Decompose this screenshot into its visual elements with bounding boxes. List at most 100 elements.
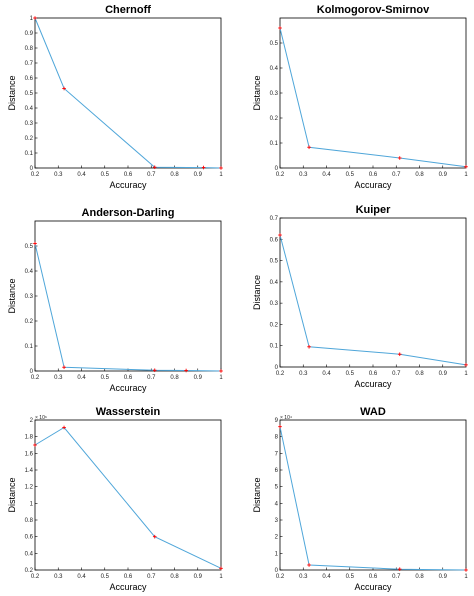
subplot-4: Kuiper 0.2 0.3 0.4 0.5 0.6 0.7 0.8 0.9 1 0 0.1 0.2 0.…: [252, 204, 468, 389]
x-tick-label: 0.4: [77, 172, 86, 178]
y-tick-label: 0: [30, 369, 34, 375]
y-tick-label: 1: [30, 16, 34, 22]
y-tick-label: 0.2: [270, 116, 279, 122]
y-axis-label: Distance: [7, 75, 17, 110]
y-tick-label: 0.1: [270, 344, 279, 350]
x-tick-label: 1: [464, 371, 468, 377]
y-tick-label: 1.8: [25, 435, 34, 441]
data-point: [62, 425, 66, 430]
y-tick-label: 0.7: [25, 61, 34, 67]
data-point: [278, 424, 282, 429]
x-tick-label: 0.9: [439, 371, 448, 377]
x-tick-label: 0.4: [322, 172, 331, 178]
x-axis-label: Accuracy: [354, 379, 392, 389]
data-point: [152, 368, 157, 373]
x-tick-label: 0.5: [346, 172, 355, 178]
y-tick-label: 0.2: [25, 568, 34, 574]
x-axis-label: Accuracy: [109, 383, 147, 393]
x-tick-label: 0.6: [124, 574, 133, 580]
plot-area: [279, 217, 467, 368]
x-tick-label: 1: [464, 574, 468, 580]
y-tick-label: 0.6: [270, 237, 279, 243]
subplot-6: WAD 0.2 0.3 0.4 0.5 0.6 0.7 0.8 0.9 1 0 1 2 3 4 5 6 7 8 9 × …: [252, 406, 468, 592]
x-tick-label: 0.8: [170, 375, 179, 381]
data-point: [464, 363, 468, 367]
y-tick-label: 2: [30, 418, 34, 424]
x-tick-label: 0.7: [392, 172, 401, 178]
x-tick-label: 0.9: [194, 574, 203, 580]
y-tick-label: 0.5: [270, 259, 279, 265]
y-tick-label: 1.4: [25, 468, 34, 474]
series-line: [279, 426, 467, 571]
x-tick-label: 0.4: [77, 375, 86, 381]
x-tick-label: 0.7: [147, 172, 156, 178]
x-tick-label: 0.6: [124, 172, 133, 178]
y-tick-label: 0.3: [270, 301, 279, 307]
y-tick-label: 1: [30, 501, 34, 507]
x-tick-label: 0.2: [31, 574, 40, 580]
data-point: [307, 563, 311, 567]
data-point: [33, 16, 37, 20]
plot-area: [34, 419, 222, 571]
subplot-3: Anderson-Darling 0.2 0.3 0.4 0.5 0.6 0.7 0.8 0.9…: [7, 207, 223, 393]
chart-title: Anderson-Darling: [82, 207, 175, 219]
y-tick-label: 0.6: [25, 535, 34, 541]
x-tick-label: 1: [219, 172, 223, 178]
x-tick-label: 0.8: [170, 574, 179, 580]
y-tick-label: 0.7: [270, 216, 279, 222]
x-tick-label: 0.8: [415, 574, 424, 580]
data-point: [278, 233, 282, 237]
y-exponent-label: × 10⁴: [280, 415, 292, 421]
x-tick-label: 0.4: [77, 574, 86, 580]
y-tick-label: 5: [275, 485, 279, 491]
y-tick-label: 1: [275, 551, 279, 557]
data-point: [33, 443, 37, 447]
y-tick-label: 0.4: [25, 106, 34, 112]
y-tick-label: 0.3: [25, 294, 34, 300]
data-point: [219, 566, 223, 571]
y-tick-label: 0.2: [25, 319, 34, 325]
data-point: [62, 365, 66, 370]
data-point: [33, 241, 37, 246]
x-tick-label: 0.7: [392, 371, 401, 377]
x-axis-label: Accuracy: [354, 180, 392, 190]
x-tick-label: 0.7: [147, 375, 156, 381]
y-tick-label: 0.4: [270, 66, 279, 72]
data-point: [464, 568, 468, 572]
x-tick-label: 0.7: [392, 574, 401, 580]
subplot-5: Wasserstein 0.2 0.3 0.4 0.5 0.6 0.7 0.8 0.9 1 0.2 0…: [7, 406, 223, 592]
chart-title: Wasserstein: [96, 406, 161, 418]
x-tick-label: 0.4: [322, 574, 331, 580]
x-tick-label: 0.6: [369, 172, 378, 178]
x-tick-label: 0.6: [369, 574, 378, 580]
y-tick-label: 0.2: [270, 322, 279, 328]
data-point: [397, 567, 402, 571]
x-tick-label: 0.3: [299, 371, 308, 377]
data-point: [464, 164, 468, 169]
data-point: [152, 534, 157, 539]
y-tick-label: 1.2: [25, 485, 34, 491]
y-tick-label: 0.1: [25, 344, 34, 350]
x-tick-label: 0.3: [299, 574, 308, 580]
x-tick-label: 0.4: [322, 371, 331, 377]
y-tick-label: 0.1: [270, 141, 279, 147]
y-tick-label: 0.5: [25, 91, 34, 97]
x-tick-label: 0.3: [299, 172, 308, 178]
y-tick-label: 7: [275, 451, 279, 457]
x-tick-label: 0.9: [439, 172, 448, 178]
x-tick-label: 0.5: [346, 371, 355, 377]
y-tick-label: 2: [275, 535, 279, 541]
data-point: [62, 86, 66, 91]
data-point: [397, 352, 402, 357]
y-tick-label: 0.9: [25, 31, 34, 37]
x-tick-label: 0.6: [369, 371, 378, 377]
y-axis-label: Distance: [7, 477, 17, 512]
y-tick-label: 9: [275, 418, 279, 424]
series-line: [279, 27, 467, 168]
y-tick-label: 0.8: [25, 518, 34, 524]
x-tick-label: 0.8: [415, 371, 424, 377]
x-tick-label: 0.2: [276, 574, 285, 580]
x-tick-label: 0.5: [101, 574, 110, 580]
plot-area: [34, 220, 222, 372]
y-tick-label: 0.1: [25, 151, 34, 157]
